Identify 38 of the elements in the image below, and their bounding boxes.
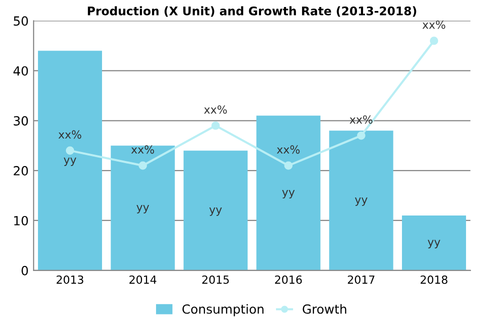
data-label: yy [64,158,76,166]
x-tick-label: 2013 [56,275,84,284]
data-label: xx% [276,145,300,154]
legend-label: Growth [302,304,346,314]
data-label: yy [136,204,150,214]
y-tick-label: 20 [14,166,28,176]
bar [329,130,394,270]
bar [184,150,248,270]
x-tick-label: 2014 [129,275,156,284]
bar [402,215,466,270]
point [357,131,366,140]
y-tick-label: 40 [13,66,28,76]
data-label: yy [354,198,368,206]
chart-title: Production (X Unit) and Growth Rate (2013-2018) [88,6,416,17]
point [138,161,147,170]
point [430,36,438,45]
bar [38,50,102,270]
data-label: yy [282,190,295,198]
y-tick-label: 0 [22,266,28,276]
point [284,161,293,170]
y-tick-label: 10 [14,216,28,226]
legend-label: Consumption [182,304,264,316]
data-label: xx% [131,145,154,154]
bar [256,116,320,270]
bar [110,146,175,270]
y-tick-label: 50 [14,16,28,26]
data-label: xx% [58,130,82,139]
point [211,121,220,130]
x-tick-label: 2018 [420,275,448,284]
data-label: xx% [422,20,446,29]
data-label: xx% [204,105,227,114]
x-tick-label: 2016 [275,275,302,284]
data-label: yy [209,207,222,216]
y-tick-label: 30 [14,116,28,126]
point [66,146,74,155]
data-label: yy [428,240,440,248]
x-tick-label: 2017 [348,275,374,284]
x-tick-label: 2015 [202,275,229,284]
